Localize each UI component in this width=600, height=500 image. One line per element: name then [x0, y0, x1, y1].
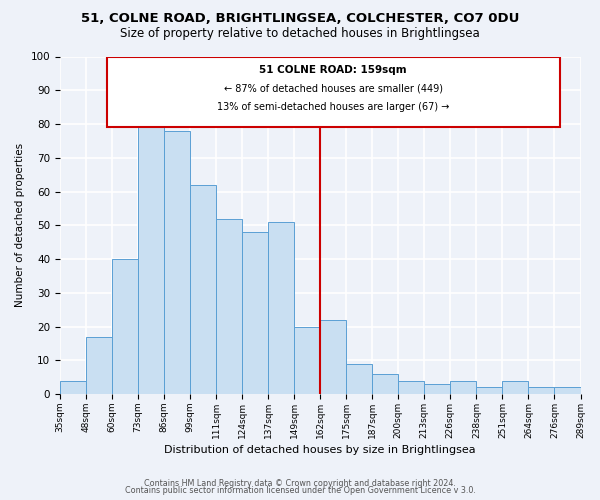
Bar — [268, 222, 294, 394]
Bar — [320, 320, 346, 394]
Bar — [112, 259, 138, 394]
Bar — [398, 380, 424, 394]
Bar — [372, 374, 398, 394]
Text: Contains HM Land Registry data © Crown copyright and database right 2024.: Contains HM Land Registry data © Crown c… — [144, 478, 456, 488]
Bar — [216, 218, 242, 394]
Text: 51 COLNE ROAD: 159sqm: 51 COLNE ROAD: 159sqm — [259, 65, 407, 75]
Bar — [476, 388, 502, 394]
Bar — [190, 185, 216, 394]
Bar — [529, 388, 554, 394]
Text: 51, COLNE ROAD, BRIGHTLINGSEA, COLCHESTER, CO7 0DU: 51, COLNE ROAD, BRIGHTLINGSEA, COLCHESTE… — [81, 12, 519, 26]
Text: ← 87% of detached houses are smaller (449): ← 87% of detached houses are smaller (44… — [224, 84, 443, 94]
X-axis label: Distribution of detached houses by size in Brightlingsea: Distribution of detached houses by size … — [164, 445, 476, 455]
Bar — [424, 384, 451, 394]
Bar — [242, 232, 268, 394]
Bar — [164, 131, 190, 394]
Bar — [60, 380, 86, 394]
Bar — [138, 118, 164, 394]
Bar — [86, 336, 112, 394]
Y-axis label: Number of detached properties: Number of detached properties — [15, 143, 25, 308]
Bar — [451, 380, 476, 394]
Text: 13% of semi-detached houses are larger (67) →: 13% of semi-detached houses are larger (… — [217, 102, 449, 112]
Bar — [294, 326, 320, 394]
Text: Contains public sector information licensed under the Open Government Licence v : Contains public sector information licen… — [125, 486, 475, 495]
Bar — [346, 364, 372, 394]
Bar — [107, 56, 560, 128]
Bar — [554, 388, 581, 394]
Bar — [502, 380, 529, 394]
Text: Size of property relative to detached houses in Brightlingsea: Size of property relative to detached ho… — [120, 28, 480, 40]
